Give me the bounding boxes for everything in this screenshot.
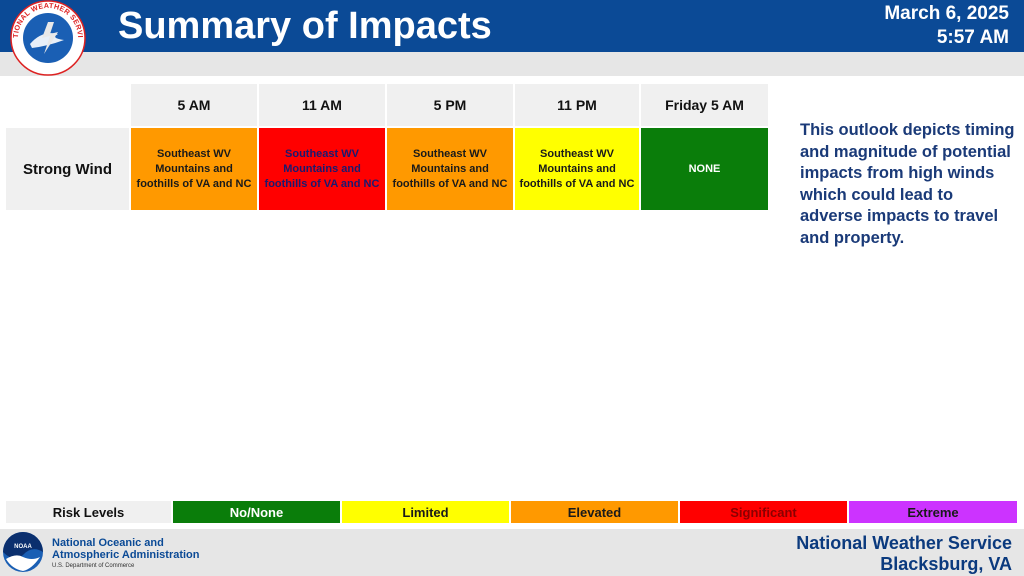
impact-cell: Southeast WV Mountains and foothills of … [387, 128, 513, 210]
noaa-name-line2: Atmospheric Administration [52, 549, 200, 561]
risk-levels-label: Risk Levels [6, 501, 171, 523]
impact-cell: Southeast WV Mountains and foothills of … [131, 128, 257, 210]
row-label: Strong Wind [6, 128, 129, 210]
issue-date: March 6, 2025 [884, 3, 1009, 24]
footer-bar [0, 529, 1024, 576]
column-header: 11 PM [515, 84, 639, 126]
page-title: Summary of Impacts [118, 5, 492, 47]
column-header: 5 AM [131, 84, 257, 126]
nws-logo-icon: NATIONAL WEATHER SERVICE [8, 0, 86, 76]
issue-time: 5:57 AM [936, 27, 1009, 48]
noaa-logo-text: NOAA [14, 544, 32, 550]
risk-level-extreme: Extreme [849, 501, 1017, 523]
impact-cell: Southeast WV Mountains and foothills of … [515, 128, 639, 210]
noaa-logo-icon: NOAA [3, 532, 43, 572]
nws-office-city: Blacksburg, VA [880, 554, 1012, 574]
noaa-department: U.S. Department of Commerce [52, 563, 135, 569]
column-header: Friday 5 AM [641, 84, 768, 126]
outlook-description: This outlook depicts timing and magnitud… [800, 121, 1015, 247]
column-header: 11 AM [259, 84, 385, 126]
noaa-name: National Oceanic and Atmospheric Adminis… [52, 537, 200, 561]
header-subbar [0, 52, 1024, 76]
risk-level-significant: Significant [680, 501, 847, 523]
nws-office-name: National Weather Service [796, 533, 1012, 553]
header-bar [0, 0, 1024, 52]
risk-level-none: No/None [173, 501, 340, 523]
impact-cell: NONE [641, 128, 768, 210]
risk-level-limited: Limited [342, 501, 509, 523]
risk-level-elevated: Elevated [511, 501, 678, 523]
impact-cell: Southeast WV Mountains and foothills of … [259, 128, 385, 210]
column-header: 5 PM [387, 84, 513, 126]
noaa-name-line1: National Oceanic and [52, 537, 164, 549]
